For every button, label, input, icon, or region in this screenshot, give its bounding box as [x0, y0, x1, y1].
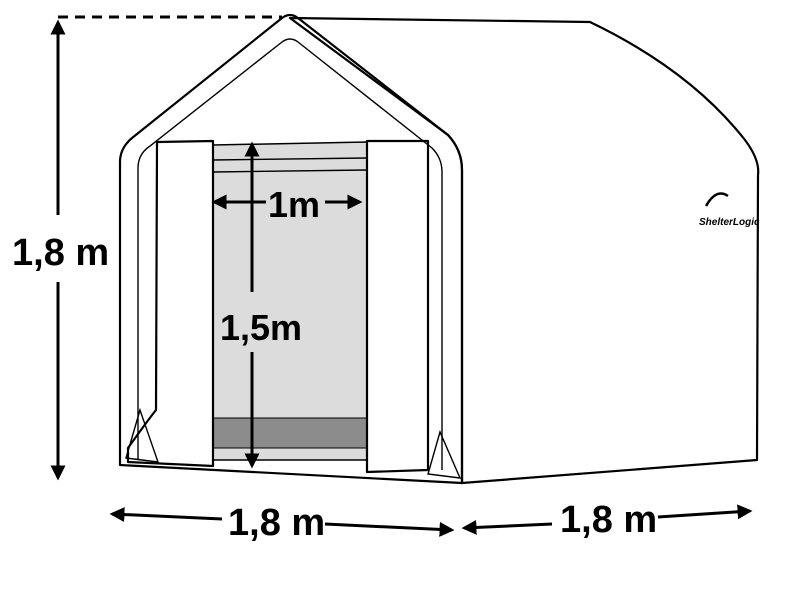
total-height-label: 1,8 m: [12, 232, 109, 274]
left-door-flap: [126, 139, 215, 468]
right-door-flap: [365, 139, 430, 474]
front-width-arrow-left: [109, 507, 223, 523]
right-tie-down: [427, 429, 462, 479]
left-tie-down: [125, 407, 160, 463]
side-depth-arrow-right: [657, 504, 753, 520]
greenhouse-front-frame: [118, 13, 464, 485]
brand-logo-text: ShelterLogic: [699, 217, 760, 228]
shelterlogic-logo-arc-icon: [704, 192, 729, 207]
side-depth-arrow-left: [461, 519, 553, 535]
greenhouse-front-frame-tube: [137, 38, 443, 470]
door-width-label: 1m: [268, 184, 320, 225]
door-top-rail: [212, 157, 368, 161]
door-sill: [212, 417, 368, 449]
door-height-label: 1,5m: [220, 307, 302, 348]
front-width-arrow-right: [324, 521, 455, 537]
side-depth-label: 1,8 m: [560, 499, 657, 541]
front-width-label: 1,8 m: [228, 502, 325, 544]
door-rail-2: [212, 169, 368, 173]
